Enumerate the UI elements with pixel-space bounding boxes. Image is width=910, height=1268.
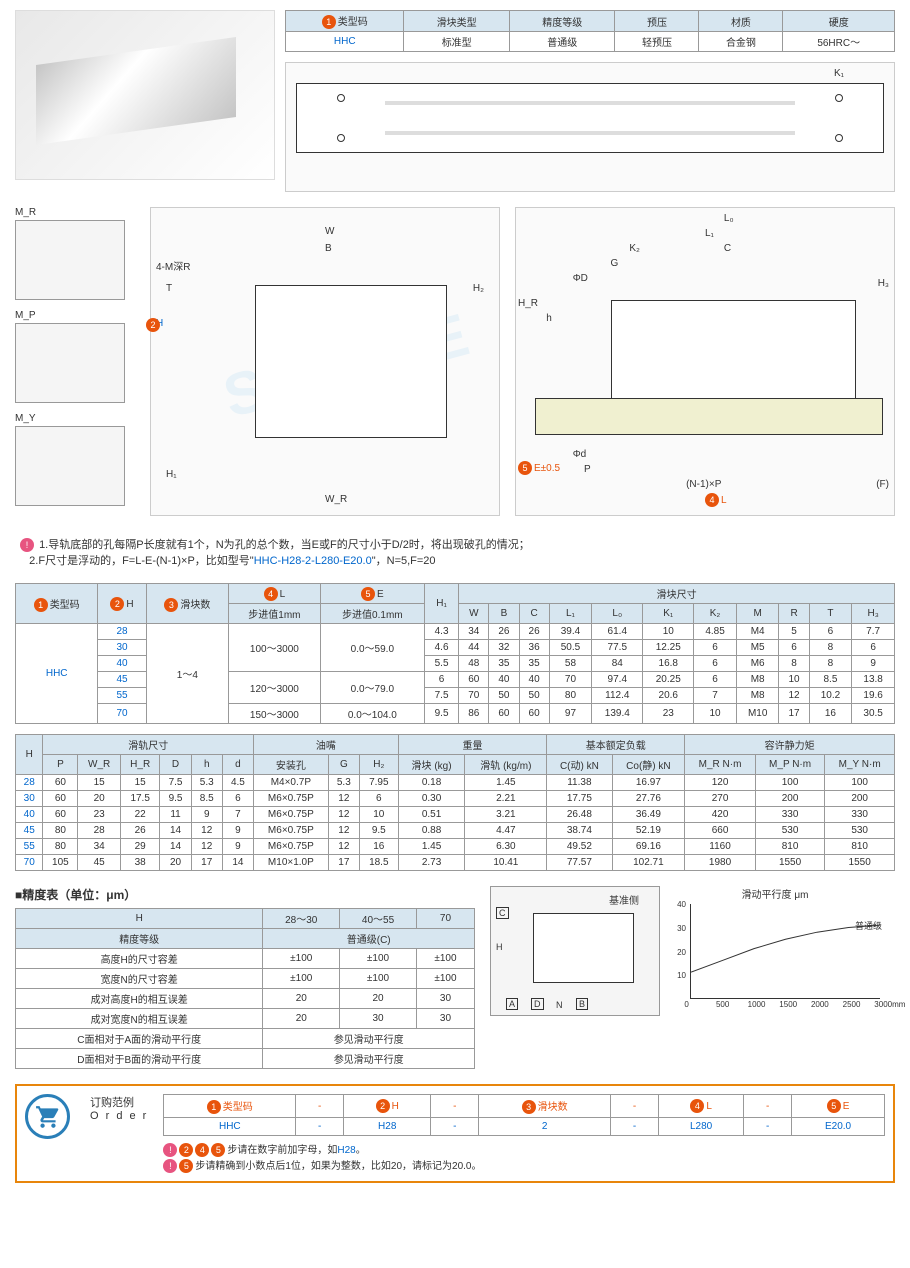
precision-table: H28～3040～5570 精度等级普通级(C) 高度H的尺寸容差±100±10… — [15, 908, 475, 1069]
notes-section: ! 1.导轨底部的孔每隔P长度就有1个，N为孔的总个数，当E或F的尺寸小于D/2… — [15, 531, 895, 573]
moment-mr-diagram — [15, 220, 125, 300]
classification-table: 1类型码 滑块类型 精度等级 预压 材质 硬度 HHC 标准型 普通级 轻预压 … — [285, 10, 895, 52]
main-spec-table-1: 1类型码 2H 3滑块数 4L 5E H₁ 滑块尺寸 步进值1mm 步进值0.1… — [15, 583, 895, 724]
td-hardness: 56HRC～ — [783, 32, 895, 52]
top-view-diagram: K₁ — [285, 62, 895, 192]
cart-icon — [25, 1094, 75, 1144]
cross-section-small: 基准侧 C H A D N B — [490, 886, 660, 1016]
td-code: HHC — [286, 32, 404, 52]
table-row: 4580282614129M6×0.75P129.50.884.4738.745… — [16, 823, 895, 839]
td-precision: 普通级 — [509, 32, 615, 52]
td-material: 合金钢 — [699, 32, 783, 52]
th-block-type: 滑块类型 — [404, 11, 510, 32]
table-row: 701054538201714M10×1.0P1718.52.7310.4177… — [16, 855, 895, 871]
td-preload: 轻预压 — [615, 32, 699, 52]
moment-my-diagram — [15, 426, 125, 506]
order-label: 订购范例O r d e r — [90, 1094, 148, 1122]
table-row: 宽度N的尺寸容差±100±100±100 — [16, 969, 475, 989]
moment-mr-label: M_R — [15, 207, 135, 218]
order-note-2: !5步请精确到小数点后1位，如果为整数，比如20，请标记为20.0。 — [163, 1157, 885, 1173]
product-photo — [15, 10, 275, 180]
th-material: 材质 — [699, 11, 783, 32]
order-example-table: 1类型码-2H-3滑块数-4L-5E HHC-H28-2-L280-E20.0 — [163, 1094, 885, 1136]
moment-mp-diagram — [15, 323, 125, 403]
main-spec-table-2: H 滑轨尺寸 油嘴 重量 基本额定负载 容许静力矩 PW_RH_RDhd安装孔G… — [15, 734, 895, 871]
table-row: 高度H的尺寸容差±100±100±100 — [16, 949, 475, 969]
table-row: D面相对于B面的滑动平行度参见滑动平行度 — [16, 1049, 475, 1069]
th-preload: 预压 — [615, 11, 699, 32]
table-row: 成对高度H的相互误差202030 — [16, 989, 475, 1009]
parallelism-chart: 滑动平行度 μm 普通级 10203040 050010001500200025… — [670, 886, 880, 1026]
dim-k1: K₁ — [834, 68, 844, 79]
table-row: HHC281～4100～30000.0～59.04.334262639.461.… — [16, 624, 895, 640]
side-view-diagram: L₀ L₁ K₂ C G ΦD H_R h H₃ Φd P (N-1)×P (F… — [515, 207, 895, 516]
table-row: 406023221197M6×0.75P12100.513.2126.4836.… — [16, 807, 895, 823]
moment-diagrams: M_R M_P M_Y — [15, 207, 135, 516]
table-row: C面相对于A面的滑动平行度参见滑动平行度 — [16, 1029, 475, 1049]
moment-my-label: M_Y — [15, 413, 135, 424]
table-row: 30602017.59.58.56M6×0.75P1260.302.2117.7… — [16, 791, 895, 807]
order-example-section: 订购范例O r d e r 1类型码-2H-3滑块数-4L-5E HHC-H28… — [15, 1084, 895, 1183]
table-row: 286015157.55.34.5M4×0.7P5.37.950.181.451… — [16, 775, 895, 791]
precision-title: ■精度表（单位：μm） — [15, 886, 475, 903]
th-type-code: 1类型码 — [286, 11, 404, 32]
cross-section-diagram: SAMPLE W B 4-M深R T H 2 H₁ W_R H₂ — [150, 207, 500, 516]
order-note-1: !245步请在数字前加字母，如H28。 — [163, 1141, 885, 1157]
th-precision: 精度等级 — [509, 11, 615, 32]
moment-mp-label: M_P — [15, 310, 135, 321]
td-blocktype: 标准型 — [404, 32, 510, 52]
table-row: 成对宽度N的相互误差203030 — [16, 1009, 475, 1029]
th-hardness: 硬度 — [783, 11, 895, 32]
table-row: 5580342914129M6×0.75P12161.456.3049.5269… — [16, 839, 895, 855]
